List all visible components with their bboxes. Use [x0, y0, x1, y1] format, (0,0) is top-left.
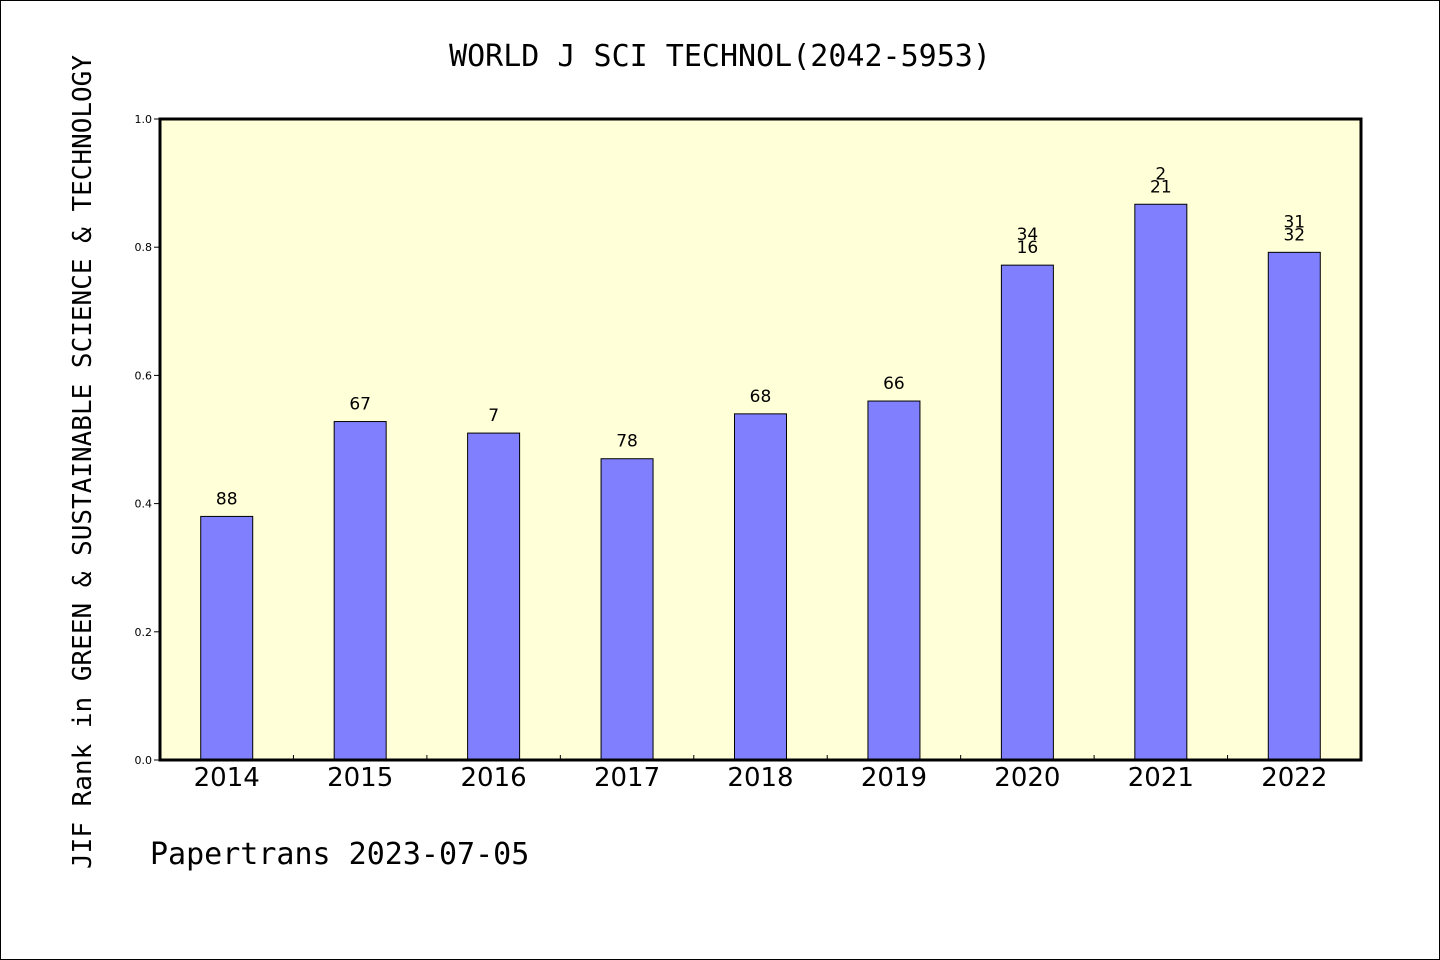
- y-axis-label: JIF Rank in GREEN & SUSTAINABLE SCIENCE …: [68, 55, 98, 869]
- bar-value-label: 68: [750, 387, 772, 407]
- x-tick-label: 2016: [461, 763, 527, 793]
- chart-title: WORLD J SCI TECHNOL(2042-5953): [449, 39, 991, 74]
- footer-credit: Papertrans 2023-07-05: [150, 837, 529, 872]
- bar: [467, 432, 521, 761]
- bar-value-label: 7: [488, 406, 499, 426]
- x-tick-label: 2018: [727, 763, 793, 793]
- bar-value-label: 34: [1017, 225, 1039, 245]
- bar: [1000, 264, 1054, 761]
- bar: [600, 458, 654, 761]
- bar: [333, 421, 387, 761]
- bar: [1134, 203, 1188, 761]
- bar: [867, 400, 921, 761]
- y-tick-label: 0.2: [135, 626, 153, 639]
- bar: [200, 515, 254, 761]
- y-tick-labels: 0.0 0.2 0.4 0.6 0.8 1.0: [135, 113, 153, 767]
- bar: [734, 413, 787, 761]
- plot-border: [158, 117, 1363, 762]
- x-tick-label: 2017: [594, 763, 660, 793]
- bar-value-label: 31: [1283, 212, 1305, 232]
- y-tick-label: 0.0: [135, 754, 153, 767]
- bar-value-label: 67: [349, 395, 371, 415]
- y-tick-label: 1.0: [135, 113, 153, 126]
- x-tick-label: 2014: [194, 763, 260, 793]
- x-tick-label: 2015: [327, 763, 393, 793]
- x-tick-labels: 2014 2015 2016 2017 2018 2019 2020 2021 2022: [194, 763, 1328, 793]
- y-tick-label: 0.8: [135, 241, 153, 254]
- bar-value-label: 88: [216, 489, 238, 509]
- x-tick-label: 2019: [861, 763, 927, 793]
- bar-value-label: 2: [1155, 164, 1166, 184]
- bar: [1267, 251, 1321, 761]
- bar-value-label: 21: [1150, 177, 1172, 197]
- y-tick-label: 0.6: [135, 369, 153, 382]
- x-tick-label: 2021: [1128, 763, 1194, 793]
- bar-value-label: 66: [883, 374, 905, 394]
- y-tick-label: 0.4: [135, 498, 153, 511]
- bar-series: [200, 203, 1321, 761]
- x-tick-label: 2022: [1261, 763, 1327, 793]
- x-tick-label: 2020: [994, 763, 1060, 793]
- bar-value-label: 78: [616, 432, 638, 452]
- bar-value-label: 32: [1283, 225, 1305, 245]
- bar-value-label: 16: [1017, 238, 1039, 258]
